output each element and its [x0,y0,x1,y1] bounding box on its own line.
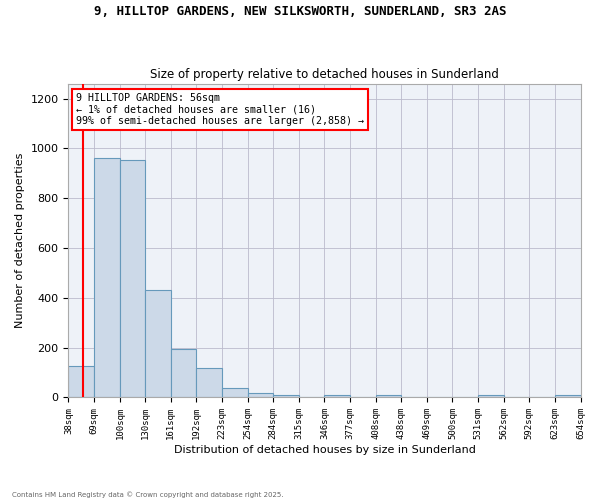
Title: Size of property relative to detached houses in Sunderland: Size of property relative to detached ho… [150,68,499,81]
Bar [248,393,273,398]
Y-axis label: Number of detached properties: Number of detached properties [15,153,25,328]
Bar [94,158,120,398]
Bar [196,368,222,398]
Bar [273,395,299,398]
Text: 9, HILLTOP GARDENS, NEW SILKSWORTH, SUNDERLAND, SR3 2AS: 9, HILLTOP GARDENS, NEW SILKSWORTH, SUND… [94,5,506,18]
Bar [120,160,145,398]
X-axis label: Distribution of detached houses by size in Sunderland: Distribution of detached houses by size … [173,445,475,455]
Bar [555,396,581,398]
Bar [325,396,350,398]
Text: 9 HILLTOP GARDENS: 56sqm
← 1% of detached houses are smaller (16)
99% of semi-de: 9 HILLTOP GARDENS: 56sqm ← 1% of detache… [76,93,364,126]
Bar [68,366,94,398]
Bar [222,388,248,398]
Bar [376,396,401,398]
Bar [170,350,196,398]
Bar [145,290,170,398]
Text: Contains HM Land Registry data © Crown copyright and database right 2025.: Contains HM Land Registry data © Crown c… [12,491,284,498]
Bar [478,396,504,398]
